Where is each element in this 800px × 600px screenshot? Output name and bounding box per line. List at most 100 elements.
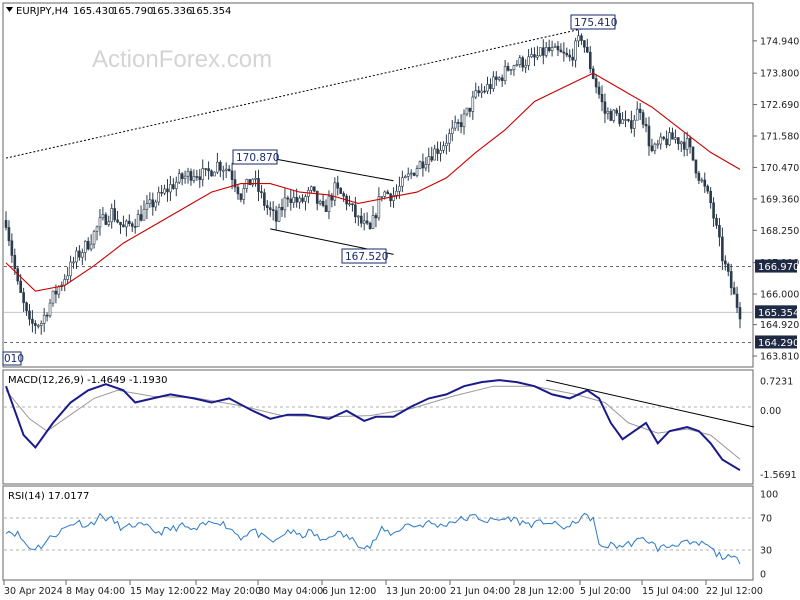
- price-level-tag: [755, 305, 797, 319]
- candle-body: [374, 215, 378, 219]
- rsi-tick-label: 0: [760, 570, 766, 581]
- candle-body: [506, 66, 510, 71]
- candle-body: [568, 54, 572, 58]
- candle-body: [512, 65, 516, 70]
- candle-body: [597, 86, 601, 95]
- price-level-tags: 166.970 165.354 164.290: [755, 259, 799, 349]
- price-level-lines: [4, 266, 752, 343]
- header: EURJPY,H4 165.430 165.790 165.336 165.35…: [6, 6, 231, 17]
- candle-body: [4, 220, 8, 228]
- time-tick-label: 21 Jun 04:00: [450, 586, 510, 597]
- candle-body: [48, 302, 52, 317]
- candle-body: [668, 132, 671, 146]
- time-tick-label: 22 May 20:00: [196, 586, 261, 597]
- candle-body: [553, 45, 557, 48]
- candle-body: [66, 275, 69, 280]
- candle-body: [289, 198, 293, 203]
- candle-body: [527, 56, 530, 66]
- candle-body: [406, 173, 410, 177]
- time-tick-label: 22 Jul 12:00: [706, 586, 763, 597]
- candle-body: [22, 292, 25, 304]
- candle-body: [386, 191, 389, 195]
- candle-body: [89, 243, 93, 250]
- candle-body: [160, 191, 163, 194]
- candle-body: [712, 202, 715, 219]
- candle-body: [721, 236, 724, 262]
- main-pane-frame: [2, 2, 754, 368]
- candle-body: [254, 177, 257, 180]
- candle-body: [559, 49, 563, 53]
- candle-body: [330, 195, 334, 201]
- candle-body: [427, 156, 431, 165]
- candle-body: [128, 220, 131, 225]
- candle-body: [430, 156, 434, 161]
- candle-body: [424, 164, 428, 169]
- candle-body: [10, 240, 14, 256]
- macd-signal-line: [5, 385, 741, 460]
- candle-body: [489, 84, 492, 89]
- candle-body: [110, 208, 113, 223]
- candle-body: [263, 192, 266, 206]
- candle-body: [574, 40, 577, 61]
- candle-body: [732, 287, 736, 295]
- candle-body: [621, 119, 624, 124]
- annotation-high-box: [570, 14, 616, 30]
- time-tick-label: 15 May 12:00: [130, 586, 195, 597]
- candle-body: [518, 57, 522, 65]
- annotation-low-label: 010: [4, 353, 24, 365]
- candle-body: [729, 271, 733, 289]
- candle-body: [119, 221, 122, 226]
- candle-body: [630, 120, 633, 129]
- candle-body: [192, 176, 196, 181]
- candle-body: [354, 204, 357, 218]
- candle-body: [204, 168, 207, 170]
- watermark: ActionForex.com: [92, 46, 272, 73]
- annotation-mid-low-label: 167.520: [345, 251, 388, 263]
- candle-body: [151, 199, 155, 208]
- price-tick-label: 166.000: [760, 290, 799, 301]
- candle-body: [556, 45, 560, 51]
- candle-body: [183, 175, 187, 179]
- candle-body: [395, 190, 398, 196]
- price-tick-label: 163.810: [760, 352, 799, 363]
- candle-body: [274, 210, 278, 222]
- price-level-tag-label: 166.970: [758, 262, 799, 273]
- candle-body: [450, 127, 454, 134]
- candle-body: [130, 223, 134, 227]
- candle-body: [715, 217, 718, 226]
- candle-body: [81, 252, 84, 258]
- candle-body: [163, 188, 166, 194]
- rsi-pane-frame: [2, 485, 754, 581]
- candle-body: [69, 261, 72, 277]
- candle-body: [724, 260, 727, 265]
- candle-body: [659, 136, 663, 145]
- candles: [4, 30, 742, 335]
- candle-body: [312, 186, 316, 192]
- time-tick-label: 15 Jul 04:00: [642, 586, 699, 597]
- candle-body: [521, 57, 525, 68]
- candle-body: [409, 172, 413, 175]
- candle-body: [471, 96, 475, 112]
- candle-body: [72, 261, 75, 264]
- candle-body: [39, 323, 43, 326]
- candle-body: [174, 181, 178, 189]
- candle-body: [189, 171, 193, 181]
- moving-average-line: [5, 72, 741, 292]
- price-level-tag-label: 165.354: [758, 308, 799, 319]
- candle-body: [31, 318, 34, 324]
- price-tick-label: 164.920: [760, 320, 799, 331]
- candle-body: [468, 107, 472, 112]
- annotation-mid-high-label: 170.870: [236, 152, 279, 164]
- candle-body: [13, 255, 17, 269]
- candle-body: [298, 197, 301, 203]
- candle-body: [19, 280, 22, 293]
- candle-body: [295, 196, 298, 203]
- candle-body: [233, 179, 237, 188]
- candle-body: [177, 173, 181, 183]
- candle-body: [377, 196, 381, 219]
- candle-body: [709, 190, 712, 204]
- candle-body: [371, 215, 375, 229]
- collapse-arrow-icon[interactable]: [6, 7, 13, 12]
